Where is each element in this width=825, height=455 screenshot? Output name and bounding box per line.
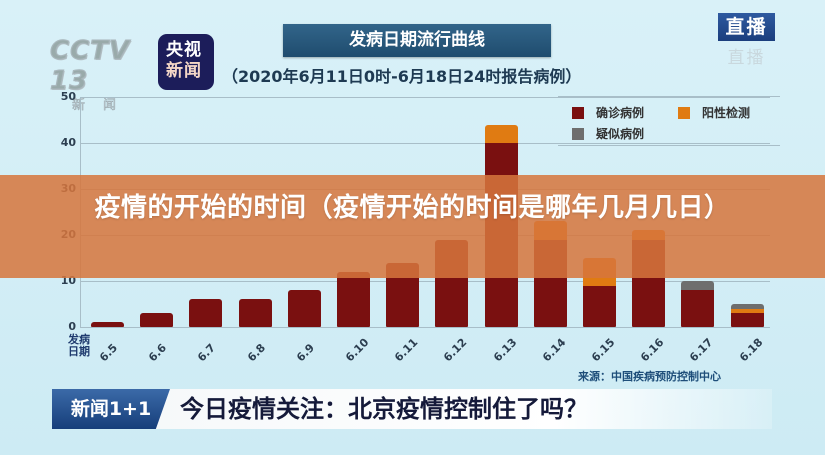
bar-segment <box>681 281 715 291</box>
bar-segment <box>337 271 370 327</box>
cctv-news-app-badge: 央视 新闻 <box>158 34 214 90</box>
channel-sub-text: 新闻 <box>72 98 135 114</box>
app-badge-line1: 央视 <box>166 40 202 60</box>
bar-6.18 <box>730 304 764 327</box>
bar-6.5 <box>91 322 124 327</box>
bar-6.17 <box>681 281 715 327</box>
bar-6.9 <box>287 290 321 327</box>
cctv13-logo: CCTV 13 新闻 <box>50 36 156 114</box>
legend-item-positive: 阳性检测 <box>678 104 750 121</box>
gridline <box>80 97 770 98</box>
bar-6.7 <box>189 299 223 327</box>
bar-6.6 <box>140 313 174 327</box>
bar-segment <box>583 285 616 327</box>
gridline <box>80 327 770 328</box>
program-logo: 新闻1+1 <box>52 389 170 429</box>
article-title-banner <box>0 175 825 278</box>
gridline <box>80 281 770 282</box>
bar-segment <box>730 304 764 309</box>
legend-label: 疑似病例 <box>596 127 645 141</box>
legend-label: 阳性检测 <box>702 106 751 120</box>
y-tick-label: 0 <box>68 320 76 333</box>
data-source: 来源：中国疾病预防控制中心 <box>578 370 721 383</box>
bar-segment <box>140 313 174 327</box>
live-badge-reflection: 直播 <box>727 48 766 68</box>
gridline <box>80 143 770 144</box>
chart-subtitle: （2020年6月11日0时-6月18日24时报告病例） <box>222 67 582 86</box>
lower-third-headline: 今日疫情关注：北京疫情控制住了吗？ <box>180 395 588 423</box>
app-badge-line2: 新闻 <box>166 61 202 81</box>
bar-segment <box>287 290 321 327</box>
lower-third-bar <box>52 389 772 429</box>
legend-swatch-positive <box>678 106 690 119</box>
y-tick-label: 40 <box>60 136 76 149</box>
bar-segment <box>730 313 764 327</box>
live-badge: 直播 <box>718 13 775 41</box>
legend-item-suspected: 疑似病例 <box>572 125 644 142</box>
chart-legend: 确诊病例 阳性检测 疑似病例 <box>558 96 780 146</box>
x-axis-title: 发病 日期 <box>68 333 90 358</box>
bar-segment <box>238 299 272 327</box>
y-tick-label: 50 <box>60 90 76 103</box>
bar-segment <box>681 290 715 327</box>
bar-segment <box>730 308 764 314</box>
legend-swatch-confirmed <box>572 106 584 119</box>
legend-swatch-suspected <box>572 127 584 140</box>
article-title: 疫情的开始的时间（疫情开始的时间是哪年几月几日） <box>94 193 731 223</box>
legend-item-confirmed: 确诊病例 <box>572 104 644 121</box>
channel-logo-text: CCTV 13 <box>50 36 131 97</box>
bar-segment <box>91 322 124 327</box>
bar-segment <box>484 124 518 143</box>
chart-title: 发病日期流行曲线 <box>283 24 551 57</box>
bar-6.10 <box>337 271 370 327</box>
bar-segment <box>189 299 223 327</box>
bar-6.8 <box>238 299 272 327</box>
legend-label: 确诊病例 <box>596 106 645 120</box>
